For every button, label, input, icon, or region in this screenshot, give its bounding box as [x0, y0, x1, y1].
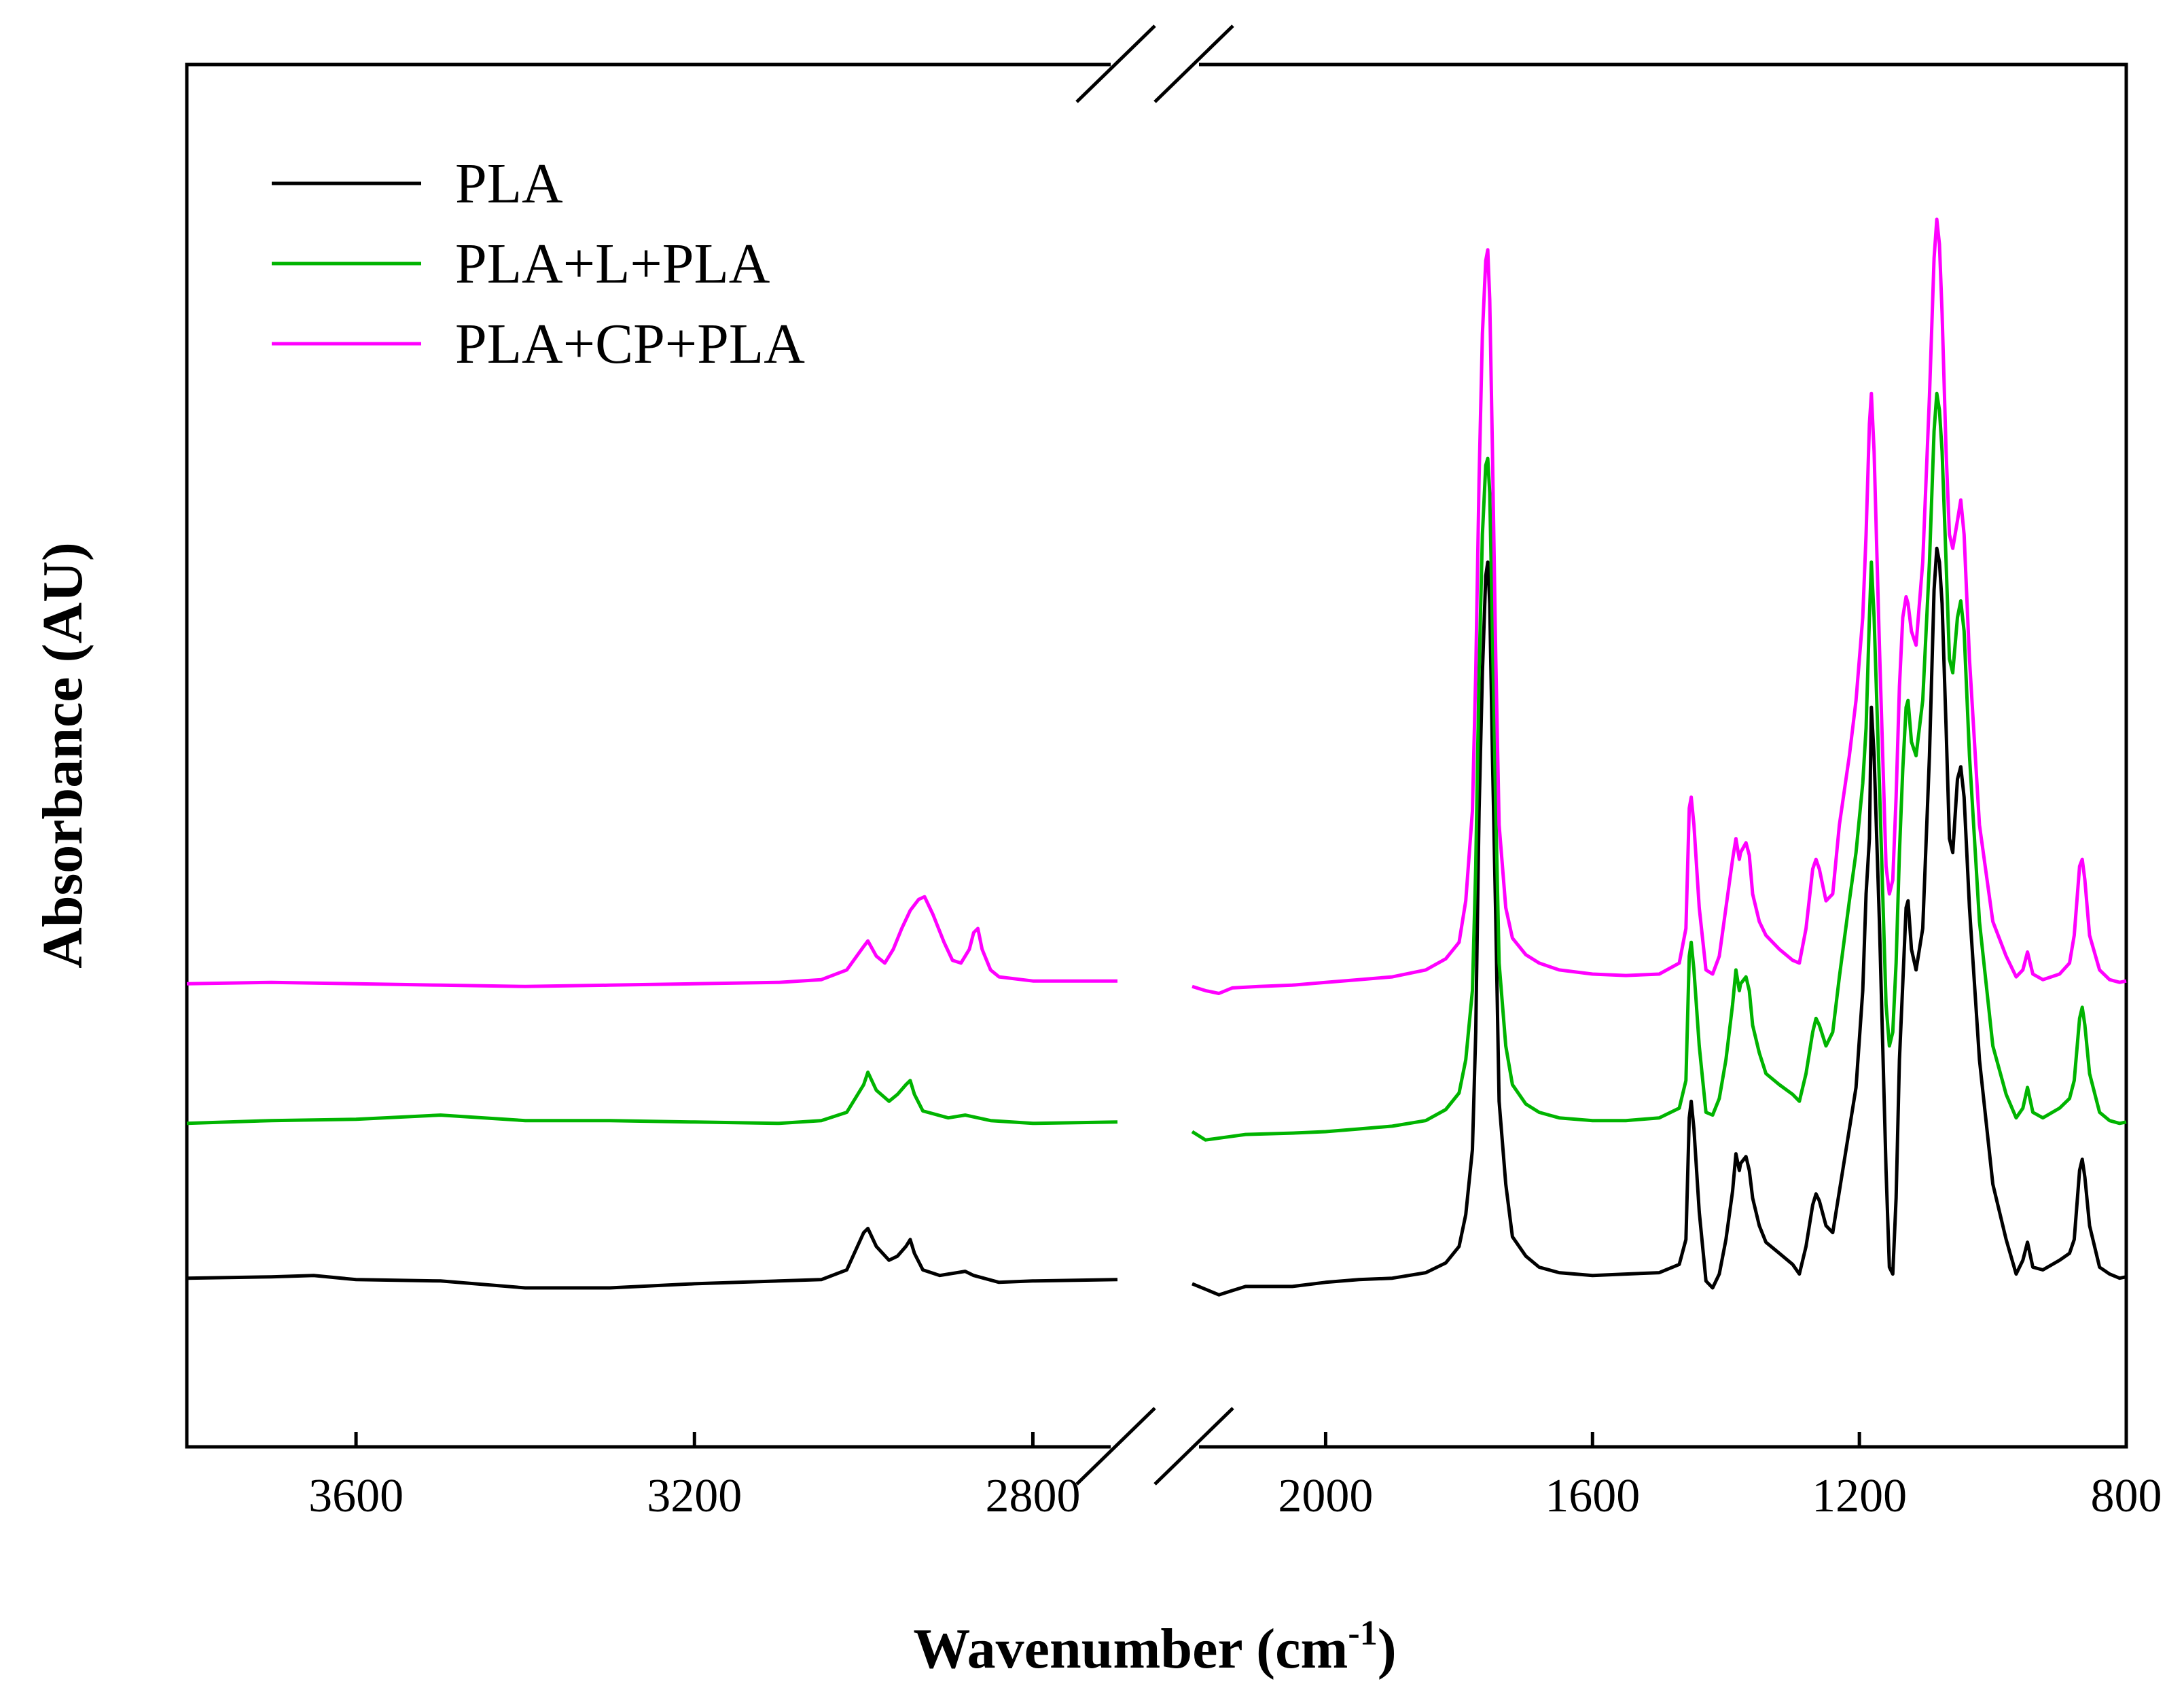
x-axis-title: Wavenumber (cm-1) — [913, 1614, 1396, 1681]
x-tick-label: 3200 — [647, 1470, 742, 1522]
legend-label-pla: PLA — [455, 152, 563, 215]
x-tick-label: 2000 — [1278, 1470, 1373, 1522]
break-mark-top-right — [1153, 24, 1234, 103]
x-axis-title-superscript: -1 — [1348, 1614, 1377, 1653]
series-layer — [186, 217, 2127, 1297]
series-pla — [186, 546, 2127, 1297]
series-line-segment-low — [1191, 391, 2127, 1142]
legend-label-pla-l-pla: PLA+L+PLA — [455, 232, 770, 295]
x-tick-label: 800 — [2091, 1470, 2162, 1522]
series-line-segment-low — [1192, 546, 2127, 1297]
series-pla-cp-pla — [186, 217, 2127, 995]
x-axis-ticks: 3600 3200 2800 2000 1600 1200 800 — [308, 1432, 2162, 1522]
series-line-segment-high — [186, 895, 1117, 988]
x-tick-label: 3600 — [308, 1470, 404, 1522]
break-mark-top-left — [1075, 24, 1156, 103]
series-line-segment-high — [186, 1227, 1118, 1290]
x-axis-title-close: ) — [1378, 1617, 1397, 1681]
x-tick-label: 1200 — [1812, 1470, 1907, 1522]
x-axis-title-main: Wavenumber (cm — [913, 1617, 1348, 1681]
legend-label-pla-cp-pla: PLA+CP+PLA — [455, 312, 805, 376]
x-tick-label: 2800 — [985, 1470, 1080, 1522]
x-tick-label: 1600 — [1545, 1470, 1640, 1522]
axis-break-marks — [1075, 24, 1234, 1486]
y-axis-title: Absorbance (AU) — [31, 542, 94, 969]
series-line-segment-low — [1192, 217, 2127, 995]
break-mark-bottom-left — [1075, 1407, 1156, 1486]
break-mark-bottom-right — [1153, 1407, 1234, 1486]
series-pla-l-pla — [186, 391, 2127, 1142]
series-line-segment-high — [186, 1071, 1118, 1126]
legend: PLA PLA+L+PLA PLA+CP+PLA — [272, 152, 805, 376]
